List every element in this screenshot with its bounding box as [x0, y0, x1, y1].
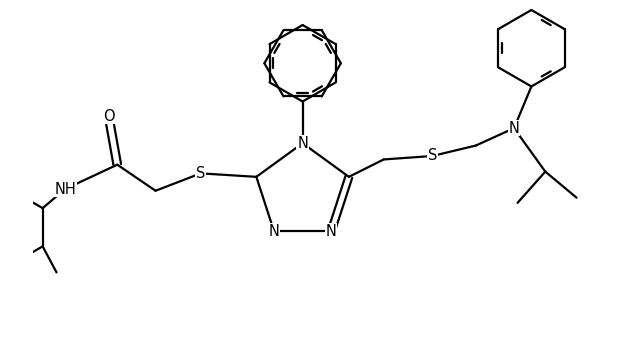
Text: N: N: [297, 136, 308, 151]
Text: NH: NH: [54, 181, 76, 196]
Text: N: N: [326, 224, 337, 239]
Text: N: N: [509, 121, 520, 136]
Text: S: S: [196, 166, 205, 181]
Text: S: S: [428, 148, 437, 163]
Text: N: N: [269, 224, 280, 239]
Text: O: O: [103, 109, 115, 124]
